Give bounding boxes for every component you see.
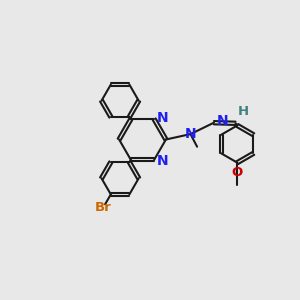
Text: N: N [217, 114, 229, 128]
Text: Br: Br [95, 201, 112, 214]
Text: N: N [157, 111, 168, 125]
Text: N: N [157, 154, 168, 168]
Text: N: N [185, 127, 196, 141]
Text: H: H [238, 105, 249, 118]
Text: O: O [232, 166, 243, 179]
